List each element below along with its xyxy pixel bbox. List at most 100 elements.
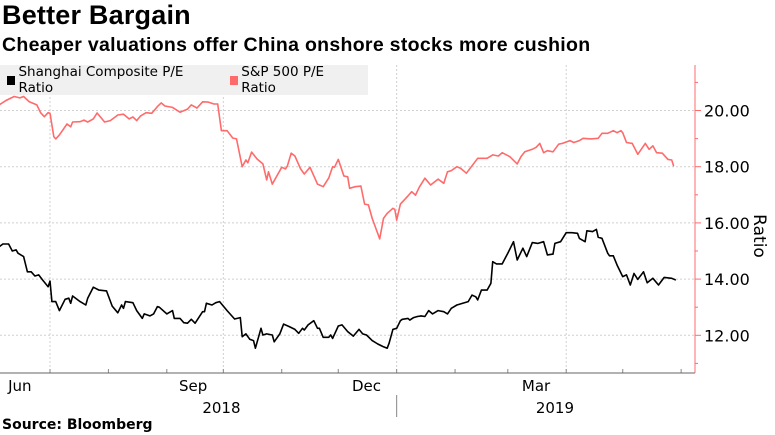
data-point — [160, 102, 162, 104]
data-point — [401, 318, 403, 320]
data-point — [68, 297, 70, 299]
data-point — [283, 323, 285, 325]
data-point — [186, 108, 189, 110]
data-point — [85, 304, 87, 306]
data-point — [220, 130, 223, 132]
data-point — [620, 130, 622, 132]
data-point — [105, 290, 108, 292]
y-tick-label: 20.00 — [704, 102, 750, 121]
legend-swatch-shanghai — [7, 75, 16, 85]
data-point — [96, 112, 98, 114]
data-point — [136, 309, 138, 312]
data-point — [379, 238, 381, 240]
data-point — [173, 317, 175, 320]
data-point — [558, 143, 560, 145]
data-point — [23, 95, 25, 98]
data-point — [13, 95, 15, 98]
data-point — [631, 142, 633, 144]
legend-label-sp500: S&P 500 P/E Ratio — [241, 64, 325, 96]
data-point — [554, 242, 556, 245]
data-point — [171, 106, 174, 109]
data-point — [671, 277, 673, 279]
data-point — [196, 107, 198, 109]
data-point — [328, 177, 330, 179]
data-point — [552, 151, 554, 153]
data-point — [633, 272, 635, 275]
data-point — [671, 159, 673, 161]
x-year-label: 2019 — [536, 399, 574, 417]
data-point — [166, 313, 168, 315]
data-point — [652, 145, 654, 147]
data-point — [117, 114, 119, 116]
data-point — [190, 318, 192, 320]
data-point — [288, 325, 290, 328]
data-point — [424, 315, 426, 318]
data-point — [332, 166, 334, 168]
data-point — [437, 178, 439, 180]
data-point — [316, 183, 319, 185]
data-point — [543, 241, 545, 243]
data-point — [226, 130, 228, 132]
data-point — [582, 137, 584, 139]
data-point — [122, 307, 125, 309]
data-point — [179, 111, 181, 113]
data-point — [136, 120, 138, 122]
data-point — [28, 101, 30, 103]
data-point — [652, 277, 654, 279]
series-lines — [0, 95, 677, 349]
data-point — [72, 295, 74, 297]
data-point — [360, 185, 362, 187]
data-point — [98, 289, 100, 291]
data-point — [307, 324, 309, 326]
data-point — [416, 315, 418, 318]
data-point — [546, 150, 548, 152]
x-year-label: 2018 — [202, 399, 240, 417]
data-point — [612, 130, 614, 132]
data-point — [245, 159, 247, 161]
data-point — [524, 151, 526, 153]
data-point — [267, 171, 270, 173]
data-point — [371, 217, 373, 220]
data-point — [364, 203, 366, 205]
x-month-label: Sep — [179, 377, 207, 395]
data-point — [301, 327, 304, 329]
data-point — [284, 168, 287, 170]
data-point — [561, 142, 564, 144]
data-point — [386, 212, 388, 214]
data-point — [49, 112, 51, 114]
data-point — [394, 208, 396, 211]
legend-swatch-sp500 — [229, 75, 239, 85]
data-point — [158, 306, 160, 308]
data-point — [576, 232, 579, 234]
data-point — [661, 152, 663, 154]
data-point — [569, 139, 571, 142]
legend-label-shanghai: Shanghai Composite P/E Ratio — [18, 64, 184, 96]
data-point — [367, 204, 369, 206]
data-point — [590, 138, 592, 140]
data-point — [183, 322, 185, 324]
data-point — [413, 316, 415, 319]
data-point — [250, 151, 253, 153]
data-point — [656, 152, 658, 154]
data-point — [437, 309, 439, 312]
data-point — [256, 158, 258, 160]
data-point — [55, 300, 57, 303]
data-point — [156, 105, 158, 108]
data-point — [520, 155, 522, 158]
data-point — [143, 313, 145, 315]
data-point — [141, 317, 143, 320]
data-point — [516, 163, 518, 165]
data-point — [171, 309, 174, 312]
data-point — [145, 112, 147, 114]
data-point — [539, 142, 541, 144]
data-point — [149, 315, 151, 317]
data-point — [578, 237, 581, 239]
data-point — [117, 312, 119, 314]
data-point — [47, 286, 49, 288]
series-sp500 — [0, 95, 675, 240]
data-point — [642, 271, 645, 273]
data-point — [343, 175, 345, 177]
data-point — [303, 329, 305, 331]
data-point — [235, 138, 238, 140]
